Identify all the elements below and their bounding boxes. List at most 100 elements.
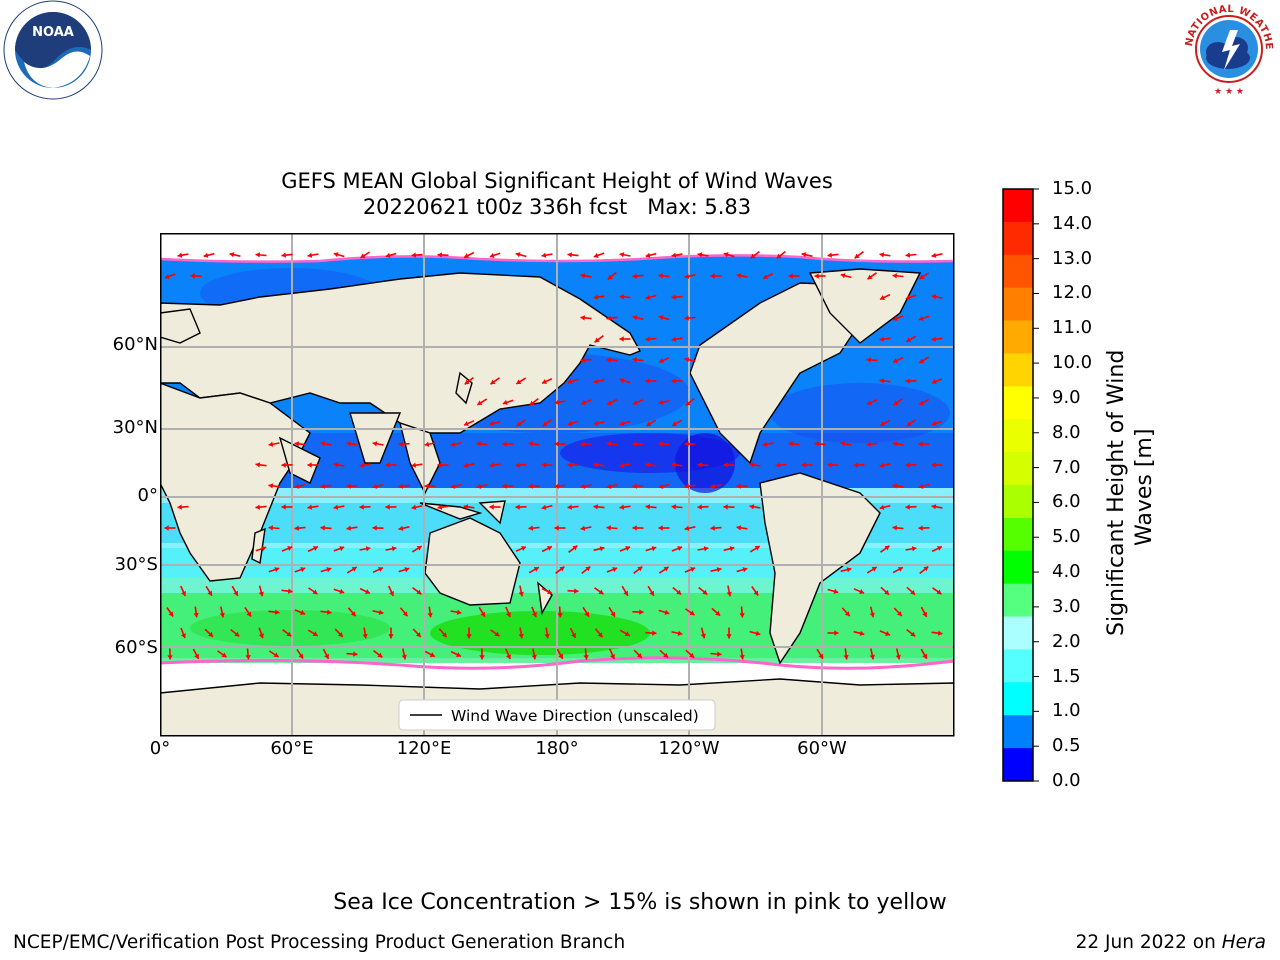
wind-wave-arrowhead bbox=[931, 252, 937, 258]
colorbar-swatch bbox=[1003, 386, 1033, 420]
wind-wave-arrowhead bbox=[557, 613, 563, 618]
noaa-logo: NOAA bbox=[3, 0, 103, 100]
wind-wave-arrowhead bbox=[402, 611, 408, 617]
wind-wave-arrowhead bbox=[261, 546, 267, 552]
wind-wave-arrowhead bbox=[194, 653, 199, 659]
map-legend: Wind Wave Direction (unscaled) bbox=[398, 699, 716, 731]
wind-wave-arrowhead bbox=[922, 611, 927, 617]
wind-wave-arrowhead bbox=[931, 462, 936, 468]
wind-wave-arrowhead bbox=[580, 357, 585, 363]
colorbar-tick-label: 2.0 bbox=[1052, 630, 1081, 652]
wind-wave-arrowhead bbox=[658, 483, 664, 489]
wind-wave-arrowhead bbox=[625, 546, 631, 551]
wind-wave-arrowhead bbox=[464, 253, 470, 258]
colorbar-swatch bbox=[1003, 517, 1033, 552]
wind-wave-arrowhead bbox=[754, 546, 760, 551]
wind-wave-arrowhead bbox=[281, 252, 286, 258]
wind-wave-arrowhead bbox=[359, 504, 364, 510]
wind-wave-arrowhead bbox=[671, 378, 676, 384]
wind-wave-arrowhead bbox=[844, 611, 850, 617]
chart-title: GEFS MEAN Global Significant Height of W… bbox=[281, 169, 833, 193]
wind-wave-arrowhead bbox=[324, 653, 329, 659]
wind-wave-arrowhead bbox=[905, 462, 910, 468]
wind-wave-arrowhead bbox=[923, 566, 929, 572]
wind-wave-arrowhead bbox=[658, 441, 663, 447]
wind-wave-arrowhead bbox=[726, 634, 732, 639]
wind-wave-arrowhead bbox=[221, 652, 227, 658]
wind-wave-arrowhead bbox=[506, 654, 511, 660]
wind-wave-arrowhead bbox=[879, 504, 885, 510]
wind-wave-arrowhead bbox=[702, 589, 708, 595]
wind-wave-arrowhead bbox=[571, 632, 576, 638]
wind-wave-arrowhead bbox=[739, 613, 745, 618]
wind-wave-arrowhead bbox=[580, 483, 586, 489]
wind-wave-arrowhead bbox=[637, 653, 642, 658]
wind-wave-arrowhead bbox=[892, 441, 898, 447]
wind-wave-arrowhead bbox=[338, 632, 343, 637]
wind-wave-arrowhead bbox=[919, 274, 925, 279]
wind-wave-arrowhead bbox=[919, 358, 925, 363]
wind-wave-arrowhead bbox=[441, 632, 447, 638]
wind-wave-arrowhead bbox=[689, 610, 695, 616]
wind-wave-arrowhead bbox=[362, 633, 368, 639]
colorbar-swatch bbox=[1003, 583, 1033, 618]
wind-wave-arrowhead bbox=[607, 274, 613, 280]
wind-wave-arrowhead bbox=[437, 252, 442, 258]
wind-wave-arrowhead bbox=[905, 252, 910, 258]
wind-wave-arrowhead bbox=[476, 483, 482, 489]
wind-wave-arrowhead bbox=[273, 652, 279, 657]
noaa-logo-text: NOAA bbox=[32, 25, 74, 40]
wind-wave-arrowhead bbox=[619, 294, 624, 300]
wind-wave-arrowhead bbox=[389, 591, 394, 596]
wind-wave-arrowhead bbox=[593, 378, 599, 384]
wind-wave-arrowhead bbox=[755, 630, 761, 636]
wind-wave-arrowhead bbox=[544, 633, 550, 639]
wind-wave-arrowhead bbox=[411, 504, 417, 510]
wind-wave-arrowhead bbox=[385, 462, 390, 468]
lon-label-60w: 60°W bbox=[797, 738, 847, 759]
wind-wave-arrowhead bbox=[859, 589, 865, 594]
wind-wave-arrowhead bbox=[593, 294, 599, 300]
wind-wave-arrowhead bbox=[372, 441, 378, 447]
wind-wave-arrowhead bbox=[489, 252, 495, 258]
wind-wave-arrowhead bbox=[879, 378, 885, 384]
wind-wave-arrowhead bbox=[398, 483, 404, 489]
wind-wave-arrowhead bbox=[255, 462, 261, 468]
wind-wave-arrowhead bbox=[684, 525, 690, 531]
colorbar-swatch bbox=[1003, 320, 1033, 354]
colorbar-tick-label: 10.0 bbox=[1052, 352, 1093, 374]
wind-wave-arrowhead bbox=[333, 252, 339, 258]
wind-wave-arrowhead bbox=[411, 462, 417, 468]
colorbar-tick-label: 11.0 bbox=[1052, 317, 1093, 339]
wind-wave-arrowhead bbox=[518, 591, 524, 597]
wind-wave-arrowhead bbox=[207, 590, 212, 596]
wind-wave-arrowhead bbox=[246, 611, 252, 617]
wind-wave-arrowhead bbox=[567, 378, 573, 384]
colorbar-tick-label: 3.0 bbox=[1052, 595, 1081, 617]
legend-label: Wind Wave Direction (unscaled) bbox=[451, 707, 699, 725]
wind-wave-arrowhead bbox=[905, 504, 910, 510]
wind-wave-arrowhead bbox=[234, 631, 240, 637]
wind-wave-arrowhead bbox=[258, 591, 264, 597]
wind-wave-arrowhead bbox=[177, 252, 183, 258]
wind-wave-arrowhead bbox=[599, 546, 605, 552]
wind-wave-arrowhead bbox=[624, 631, 630, 636]
wind-wave-arrowhead bbox=[753, 590, 759, 596]
wind-wave-arrowhead bbox=[645, 462, 651, 468]
colorbar-tick-label: 0.0 bbox=[1052, 770, 1081, 791]
wind-wave-arrowhead bbox=[464, 379, 470, 385]
wind-wave-arrowhead bbox=[931, 504, 937, 510]
wind-wave-arrowhead bbox=[450, 483, 456, 489]
wind-wave-arrowhead bbox=[684, 441, 689, 447]
map-panel: Wind Wave Direction (unscaled) bbox=[160, 233, 955, 737]
wind-wave-arrowhead bbox=[554, 483, 560, 489]
wind-wave-arrowhead bbox=[632, 315, 638, 321]
colorbar-tick-label: 13.0 bbox=[1052, 247, 1093, 269]
wind-wave-arrowhead bbox=[245, 655, 251, 660]
wind-wave-arrowhead bbox=[684, 315, 689, 321]
wind-wave-arrowhead bbox=[346, 483, 351, 489]
wind-wave-arrowhead bbox=[528, 441, 534, 447]
wind-wave-arrowhead bbox=[677, 546, 683, 551]
wind-wave-arrowhead bbox=[619, 336, 624, 342]
wind-wave-arrowhead bbox=[632, 483, 637, 489]
